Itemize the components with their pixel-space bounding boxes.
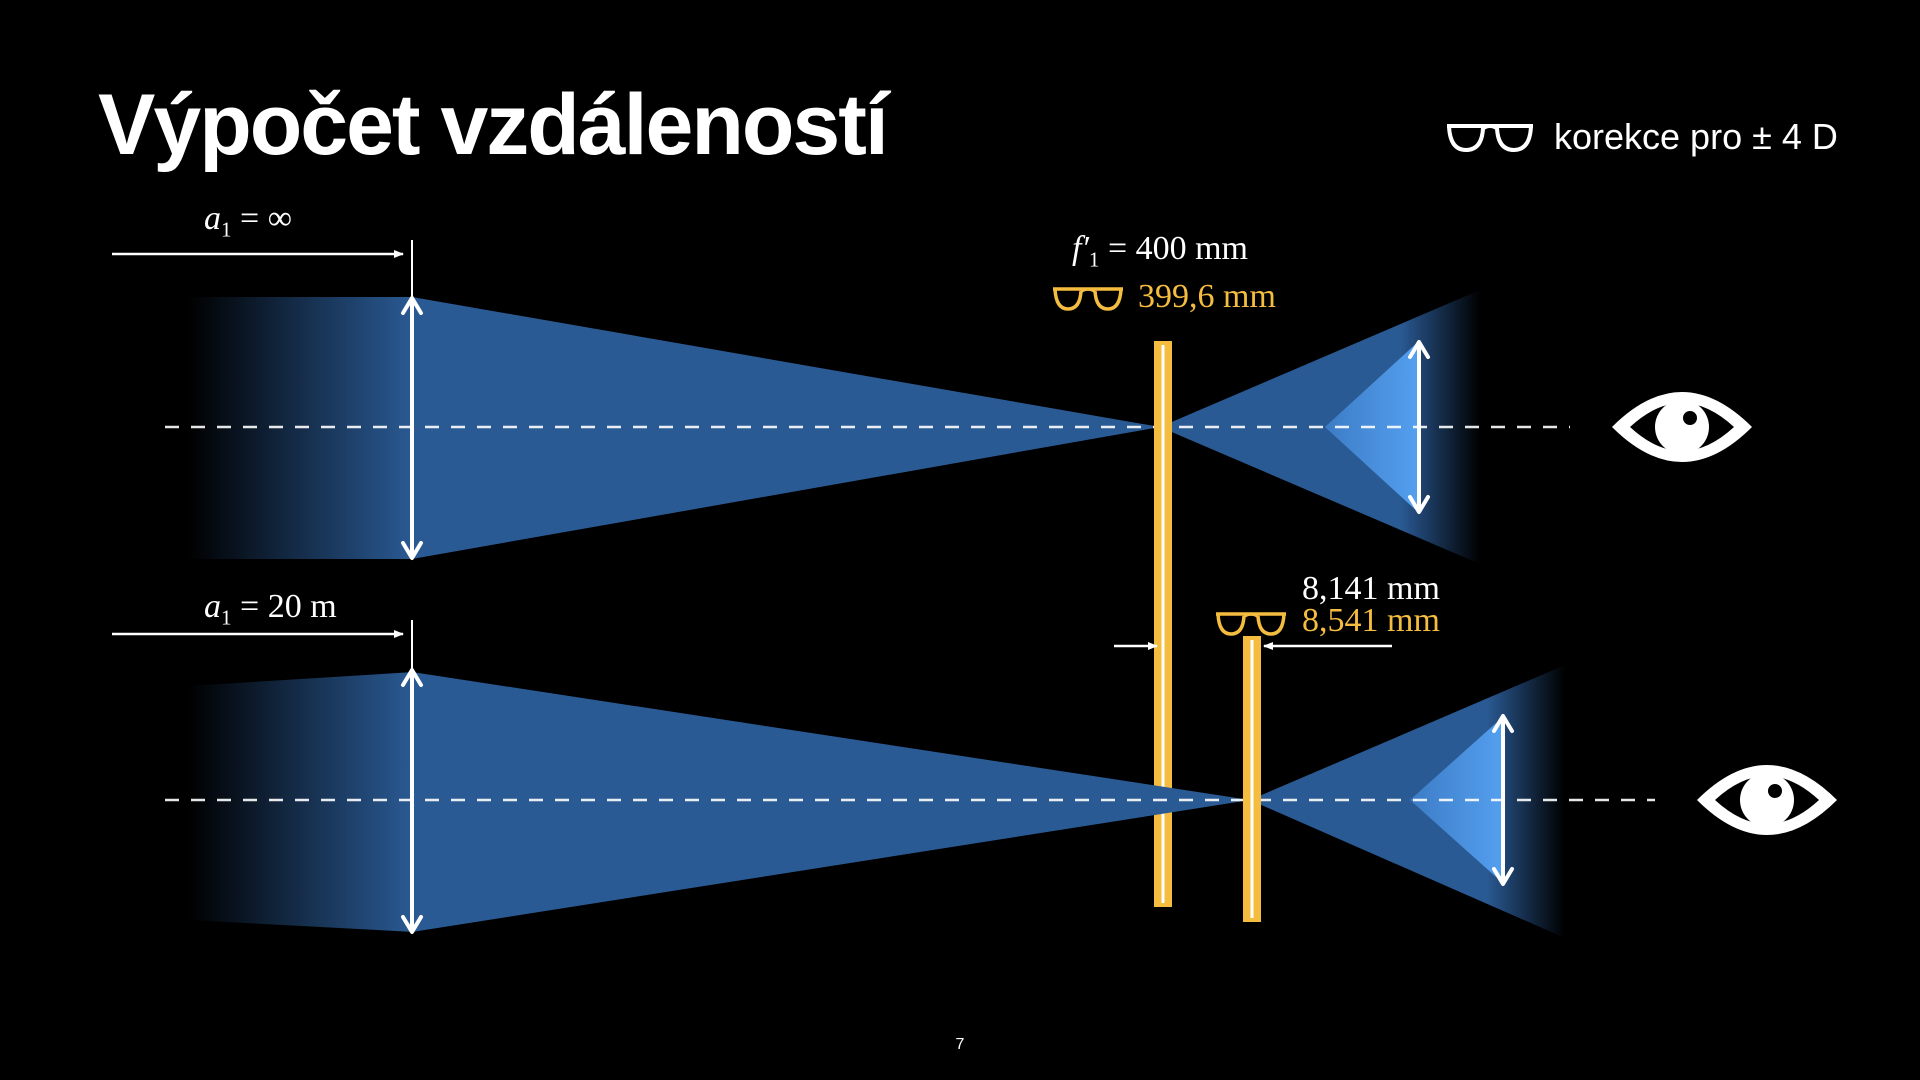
page-number: 7 — [955, 1036, 965, 1053]
bottom-diverging-cone — [1250, 665, 1565, 938]
bottom-incoming-beam — [188, 672, 414, 932]
bottom-object-distance-label: a1 = 20 m — [204, 588, 337, 630]
bottom-image-arrow — [1492, 714, 1514, 886]
top-object-distance-label: a1 = ∞ — [204, 200, 292, 242]
slide-title: Výpočet vzdáleností — [98, 77, 889, 173]
focal-length-corrected: 399,6 mm — [1138, 278, 1276, 315]
sensor-shift-corrected: 8,541 mm — [1302, 602, 1440, 639]
bottom-sensor — [1243, 636, 1261, 922]
top-image-arrow — [1408, 340, 1430, 514]
correction-note: korekce pro ± 4 D — [1444, 116, 1838, 158]
correction-label: korekce pro ± 4 D — [1554, 116, 1838, 157]
glasses-icon — [1053, 287, 1123, 311]
bottom-system — [112, 620, 1837, 938]
eye-icon — [1697, 765, 1837, 835]
bottom-distance-arrow — [112, 620, 413, 672]
glasses-icon — [1216, 612, 1286, 636]
glasses-icon — [1447, 124, 1533, 153]
top-system — [112, 240, 1752, 907]
bottom-image-cone — [1410, 715, 1505, 885]
top-distance-arrow — [112, 240, 413, 300]
sensor-shift-label: 8,141 mm — [1302, 570, 1440, 607]
eye-icon — [1612, 392, 1752, 462]
top-converging-cone — [412, 297, 1160, 559]
focal-length-label: f′1 = 400 mm — [1072, 230, 1249, 272]
top-sensor — [1154, 341, 1172, 907]
bottom-converging-cone — [412, 672, 1250, 932]
